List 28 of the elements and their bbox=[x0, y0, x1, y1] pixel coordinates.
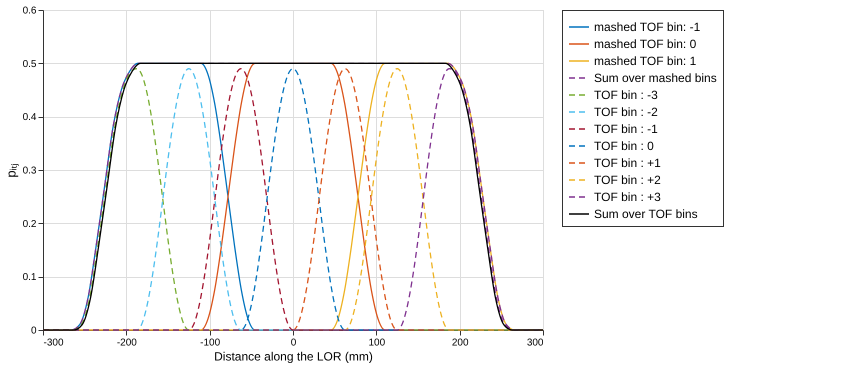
x-tick-label: 200 bbox=[452, 338, 469, 348]
legend-label: TOF bin : -3 bbox=[594, 88, 658, 102]
legend-label: TOF bin : +2 bbox=[594, 173, 662, 187]
legend-label: Sum over mashed bins bbox=[594, 71, 717, 85]
y-tick-label: 0.5 bbox=[22, 58, 37, 70]
legend-label: mashed TOF bin: -1 bbox=[594, 20, 701, 34]
legend-label: mashed TOF bin: 0 bbox=[594, 37, 697, 51]
x-tick-label: 0 bbox=[290, 338, 297, 348]
legend-label: Sum over TOF bins bbox=[594, 207, 698, 221]
legend-label: TOF bin : 0 bbox=[594, 139, 654, 153]
legend-label: mashed TOF bin: 1 bbox=[594, 54, 697, 68]
y-tick-label: 0.4 bbox=[22, 112, 37, 124]
y-tick-label: 0.2 bbox=[22, 218, 37, 230]
y-axis-title: pᵢₜⱼ bbox=[4, 163, 20, 178]
y-tick-label: 0 bbox=[30, 326, 37, 336]
legend-label: TOF bin : +3 bbox=[594, 190, 662, 204]
legend-label: TOF bin : -1 bbox=[594, 122, 658, 136]
x-axis-title: Distance along the LOR (mm) bbox=[214, 350, 373, 364]
y-tick-label: 0.1 bbox=[22, 272, 37, 284]
x-tick-label: -100 bbox=[200, 338, 221, 348]
x-tick-label: -300 bbox=[44, 338, 64, 348]
x-tick-label: 100 bbox=[368, 338, 386, 348]
legend-label: TOF bin : -2 bbox=[594, 105, 658, 119]
y-tick-label: 0.3 bbox=[22, 166, 37, 176]
x-tick-label: -200 bbox=[116, 338, 138, 348]
y-tick-label: 0.6 bbox=[22, 6, 37, 16]
x-tick-label: 300 bbox=[526, 338, 544, 348]
legend-label: TOF bin : +1 bbox=[594, 156, 662, 170]
